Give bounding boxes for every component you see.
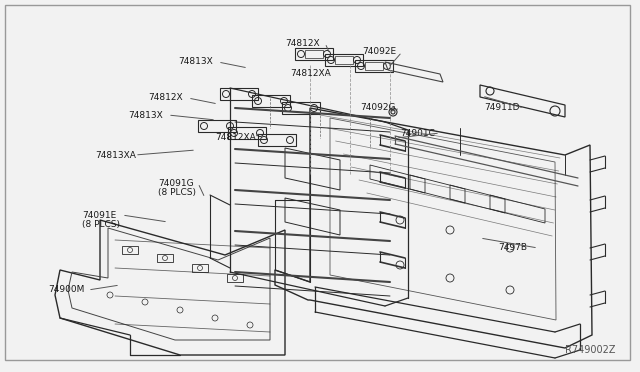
Text: 7497B: 7497B xyxy=(498,244,527,253)
Bar xyxy=(122,246,138,254)
Text: R749002Z: R749002Z xyxy=(564,345,615,355)
Bar xyxy=(198,120,236,132)
Text: (8 PLCS): (8 PLCS) xyxy=(158,189,196,198)
Text: 74813XA: 74813XA xyxy=(95,151,136,160)
Text: 74911D: 74911D xyxy=(484,103,520,112)
Bar xyxy=(192,264,208,272)
Bar xyxy=(220,88,258,100)
Text: 74091E: 74091E xyxy=(82,211,116,219)
Text: (8 PLCS): (8 PLCS) xyxy=(82,221,120,230)
Text: 74812XA: 74812XA xyxy=(290,68,331,77)
Text: 74092G: 74092G xyxy=(360,103,396,112)
Text: 74813X: 74813X xyxy=(128,110,163,119)
Text: 74812XA: 74812XA xyxy=(215,134,256,142)
Bar xyxy=(305,50,323,58)
Bar xyxy=(295,48,333,60)
Bar xyxy=(325,54,363,66)
Text: 74812X: 74812X xyxy=(148,93,182,103)
Text: 74812X: 74812X xyxy=(285,38,319,48)
Bar xyxy=(157,254,173,262)
Text: 74900M: 74900M xyxy=(48,285,84,295)
Text: 74091G: 74091G xyxy=(158,179,194,187)
Bar xyxy=(282,102,320,114)
Text: 74813X: 74813X xyxy=(178,58,212,67)
Bar xyxy=(335,56,353,64)
Bar xyxy=(227,274,243,282)
Bar xyxy=(258,134,296,146)
Bar xyxy=(252,95,290,107)
Text: 74092E: 74092E xyxy=(362,48,396,57)
Text: 74901C: 74901C xyxy=(400,128,435,138)
Bar xyxy=(365,62,383,70)
Bar xyxy=(228,127,266,139)
Bar xyxy=(355,60,393,72)
